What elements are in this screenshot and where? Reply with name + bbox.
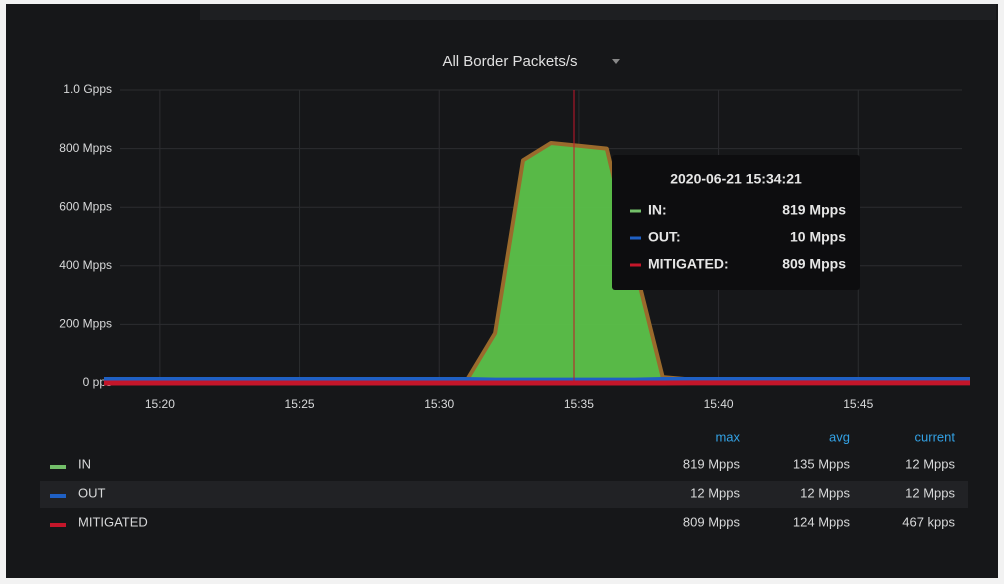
tooltip-value: 809 Mpps bbox=[782, 256, 846, 272]
tooltip-time: 2020-06-21 15:34:21 bbox=[670, 171, 802, 187]
x-tick-label: 15:25 bbox=[285, 397, 315, 411]
legend-stat: 12 Mpps bbox=[690, 485, 740, 500]
x-tick-label: 15:40 bbox=[704, 397, 734, 411]
legend-stat: 467 kpps bbox=[902, 514, 955, 529]
y-tick-label: 600 Mpps bbox=[59, 199, 112, 213]
x-tick-label: 15:45 bbox=[843, 397, 873, 411]
legend-series-name[interactable]: MITIGATED bbox=[78, 514, 148, 529]
legend-row-highlight bbox=[40, 481, 968, 508]
legend-column-header: avg bbox=[829, 429, 850, 444]
x-tick-label: 15:35 bbox=[564, 397, 594, 411]
legend-stat: 124 Mpps bbox=[793, 514, 851, 529]
legend-stat: 819 Mpps bbox=[683, 456, 741, 471]
y-tick-label: 400 Mpps bbox=[59, 258, 112, 272]
y-tick-label: 800 Mpps bbox=[59, 141, 112, 155]
y-tick-label: 1.0 Gpps bbox=[63, 82, 112, 96]
legend-stat: 12 Mpps bbox=[905, 485, 955, 500]
tooltip-series: MITIGATED: bbox=[648, 256, 729, 272]
legend-column-header: current bbox=[915, 429, 956, 444]
x-tick-label: 15:30 bbox=[424, 397, 454, 411]
tooltip-series: OUT: bbox=[648, 229, 681, 245]
series-line bbox=[104, 377, 970, 383]
legend-stat: 135 Mpps bbox=[793, 456, 851, 471]
legend-stat: 809 Mpps bbox=[683, 514, 741, 529]
tooltip-box bbox=[612, 155, 860, 290]
top-bar bbox=[200, 4, 996, 20]
x-tick-label: 15:20 bbox=[145, 397, 175, 411]
legend-series-name[interactable]: OUT bbox=[78, 485, 106, 500]
legend-stat: 12 Mpps bbox=[800, 485, 850, 500]
tooltip-series: IN: bbox=[648, 202, 667, 218]
title-dropdown-caret[interactable] bbox=[612, 59, 620, 64]
legend-column-header: max bbox=[715, 429, 740, 444]
y-tick-label: 200 Mpps bbox=[59, 317, 112, 331]
tooltip-value: 10 Mpps bbox=[790, 229, 846, 245]
tooltip-value: 819 Mpps bbox=[782, 202, 846, 218]
series-area bbox=[104, 143, 970, 383]
legend-series-name[interactable]: IN bbox=[78, 456, 91, 471]
chart-title[interactable]: All Border Packets/s bbox=[442, 53, 577, 70]
legend-stat: 12 Mpps bbox=[905, 456, 955, 471]
